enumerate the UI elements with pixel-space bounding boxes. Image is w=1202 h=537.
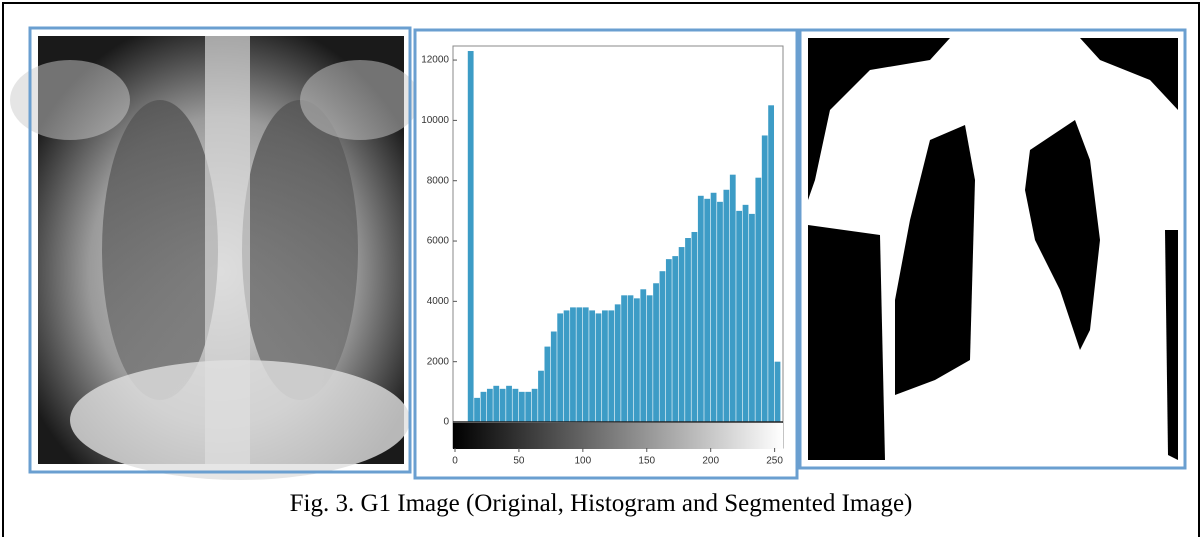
- bar: [692, 232, 698, 422]
- bar: [653, 283, 659, 422]
- page: {"caption":"Fig. 3. G1 Image (Original, …: [0, 0, 1202, 537]
- bar: [628, 295, 634, 422]
- y-tick-label: 0: [443, 417, 449, 428]
- bar: [513, 389, 519, 422]
- bar: [723, 190, 729, 422]
- bar: [749, 214, 755, 422]
- bar: [768, 105, 774, 422]
- x-tick-label: 100: [574, 456, 591, 467]
- caption: Fig. 3. G1 Image (Original, Histogram an…: [290, 490, 913, 517]
- bar: [615, 304, 621, 422]
- bar: [570, 307, 576, 422]
- bar: [551, 332, 557, 422]
- original-image: [10, 36, 420, 480]
- bar: [608, 310, 614, 422]
- bar: [474, 398, 480, 422]
- bar: [711, 193, 717, 422]
- bar: [500, 389, 506, 422]
- bar: [685, 238, 691, 422]
- bar: [621, 295, 627, 422]
- bar: [640, 289, 646, 422]
- y-tick-label: 10000: [421, 115, 449, 126]
- y-tick-label: 4000: [427, 296, 450, 307]
- bar: [755, 178, 761, 422]
- bar: [743, 205, 749, 422]
- bar: [717, 202, 723, 422]
- bar: [564, 310, 570, 422]
- bar: [698, 196, 704, 422]
- bar: [589, 310, 595, 422]
- bar: [468, 51, 474, 422]
- bar: [532, 389, 538, 422]
- bar: [672, 256, 678, 422]
- bar: [602, 310, 608, 422]
- segmented-image: [808, 38, 1178, 460]
- y-tick-label: 8000: [427, 175, 450, 186]
- bar: [481, 392, 487, 422]
- x-tick-label: 0: [452, 456, 458, 467]
- bar: [775, 362, 781, 422]
- histogram: 0 2000 4000 6000 8000 10000 12000 0 50 100 150 200 2…: [421, 46, 783, 467]
- bar: [762, 135, 768, 422]
- bar: [487, 389, 493, 422]
- bar: [519, 392, 525, 422]
- bar: [704, 199, 710, 422]
- bar: [538, 371, 544, 422]
- y-tick-label: 2000: [427, 356, 450, 367]
- bar: [660, 271, 666, 422]
- bar: [525, 392, 531, 422]
- y-tick-label: 6000: [427, 236, 450, 247]
- bar: [506, 386, 512, 422]
- colorbar: [453, 423, 783, 449]
- x-tick-label: 50: [513, 456, 525, 467]
- bar: [666, 259, 672, 422]
- bar: [557, 313, 563, 422]
- bar: [576, 307, 582, 422]
- figure: 0 2000 4000 6000 8000 10000 12000 0 50 100 150 200 2…: [0, 0, 1202, 537]
- bar: [730, 175, 736, 422]
- bar: [634, 298, 640, 422]
- bar: [596, 313, 602, 422]
- bar: [544, 347, 550, 422]
- x-tick-label: 250: [766, 456, 783, 467]
- bar: [679, 247, 685, 422]
- x-tick-label: 150: [638, 456, 655, 467]
- x-tick-label: 200: [702, 456, 719, 467]
- bar: [583, 307, 589, 422]
- y-tick-label: 12000: [421, 55, 449, 66]
- bar: [736, 211, 742, 422]
- bar: [647, 295, 653, 422]
- bar: [493, 386, 499, 422]
